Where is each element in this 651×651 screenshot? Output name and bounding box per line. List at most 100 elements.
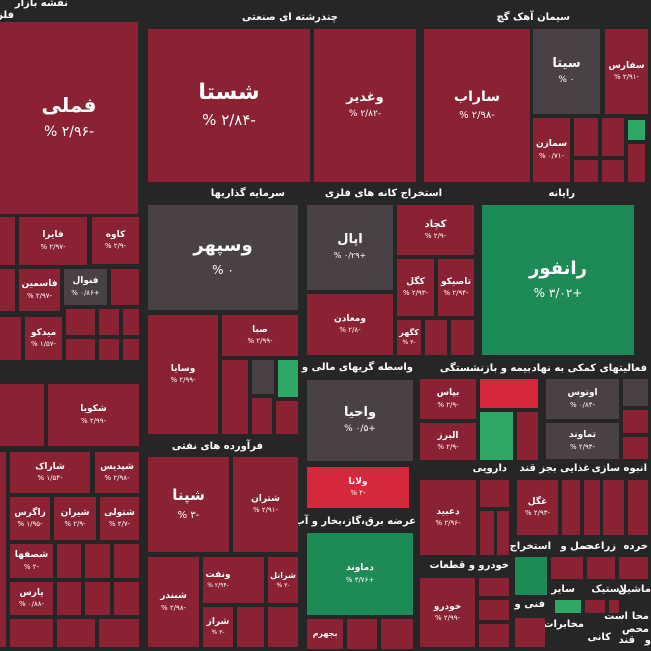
stock-tile[interactable]	[66, 309, 95, 335]
stock-tile[interactable]: صبا -۲/۹۹ %	[222, 315, 298, 356]
stock-tile[interactable]: وسپهر ۰ %	[148, 205, 298, 310]
stock-tile[interactable]	[574, 118, 598, 156]
stock-tile[interactable]	[252, 360, 274, 394]
stock-tile[interactable]	[85, 544, 110, 578]
stock-tile[interactable]: اپال +۰/۲۹ %	[307, 205, 393, 290]
stock-tile[interactable]	[85, 582, 110, 615]
stock-tile[interactable]: شپدیس -۲/۹۸ %	[95, 452, 139, 493]
stock-tile[interactable]	[123, 309, 139, 335]
stock-tile[interactable]: شرانل -۳ %	[268, 557, 298, 603]
stock-tile[interactable]	[237, 607, 264, 647]
stock-tile[interactable]	[0, 317, 21, 360]
stock-tile[interactable]	[57, 544, 81, 578]
stock-tile[interactable]: سمازن -۰/۷۱ %	[533, 118, 570, 182]
stock-tile[interactable]	[479, 578, 509, 596]
stock-tile[interactable]	[114, 582, 139, 615]
stock-tile[interactable]	[609, 600, 619, 613]
stock-tile[interactable]: ونفت -۲/۹۴ %	[203, 557, 233, 603]
stock-tile[interactable]	[99, 619, 139, 647]
stock-tile[interactable]	[585, 600, 605, 613]
stock-tile[interactable]: شستا -۲/۸۴ %	[148, 29, 310, 182]
stock-tile[interactable]	[10, 619, 53, 647]
stock-tile[interactable]: دعبید -۲/۹۶ %	[420, 480, 476, 555]
stock-tile[interactable]	[233, 557, 264, 603]
stock-tile[interactable]	[562, 480, 580, 535]
stock-tile[interactable]	[66, 339, 95, 360]
stock-tile[interactable]	[276, 401, 298, 434]
stock-tile[interactable]: البرز -۲/۹ %	[420, 423, 476, 460]
stock-tile[interactable]	[628, 120, 645, 140]
stock-tile[interactable]	[479, 600, 509, 620]
stock-tile[interactable]: کگهر -۳ %	[397, 320, 421, 355]
stock-tile[interactable]	[515, 618, 545, 647]
stock-tile[interactable]: وسایا -۲/۹۹ %	[148, 315, 218, 434]
stock-tile[interactable]	[381, 619, 413, 649]
stock-tile[interactable]	[99, 339, 119, 360]
stock-tile[interactable]	[602, 160, 624, 182]
stock-tile[interactable]	[479, 624, 509, 647]
stock-tile[interactable]: زاگرس -۱/۹۵ %	[10, 497, 50, 540]
stock-tile[interactable]: سفارس -۲/۹۱ %	[605, 29, 648, 114]
stock-tile[interactable]: بجهرم	[307, 619, 343, 649]
stock-tile[interactable]	[0, 452, 6, 647]
stock-tile[interactable]	[628, 144, 645, 182]
stock-tile[interactable]	[584, 480, 600, 535]
stock-tile[interactable]: کچاد -۲/۹ %	[397, 205, 474, 255]
stock-tile[interactable]: دماوند +۳/۷۶ %	[307, 533, 413, 615]
stock-tile[interactable]	[623, 379, 648, 406]
stock-tile[interactable]	[111, 269, 139, 305]
stock-tile[interactable]	[515, 557, 547, 595]
stock-tile[interactable]	[252, 398, 272, 434]
stock-tile[interactable]: شپنا -۳ %	[148, 457, 229, 552]
stock-tile[interactable]	[603, 480, 624, 535]
stock-tile[interactable]	[114, 544, 139, 578]
stock-tile[interactable]: وغدیر -۲/۸۲ %	[314, 29, 416, 182]
stock-tile[interactable]	[347, 619, 377, 649]
stock-tile[interactable]: تماوند -۲/۹۴ %	[546, 423, 619, 459]
stock-tile[interactable]	[555, 600, 581, 613]
stock-tile[interactable]: ساراب -۲/۹۸ %	[424, 29, 530, 182]
stock-tile[interactable]	[425, 320, 447, 355]
stock-tile[interactable]: شراز -۳ %	[203, 607, 233, 647]
stock-tile[interactable]	[57, 582, 81, 615]
stock-tile[interactable]: شصفها -۲ %	[10, 544, 53, 578]
stock-tile[interactable]: میدکو -۱/۵۷ %	[25, 317, 62, 360]
stock-tile[interactable]: ومعادن -۲/۸ %	[307, 294, 393, 355]
stock-tile[interactable]	[480, 511, 494, 555]
stock-tile[interactable]	[587, 557, 615, 579]
stock-tile[interactable]	[222, 360, 248, 434]
stock-tile[interactable]	[451, 320, 474, 355]
stock-tile[interactable]	[497, 511, 509, 555]
stock-tile[interactable]	[517, 412, 538, 460]
stock-tile[interactable]: واحیا +۰/۵ %	[307, 380, 413, 461]
stock-tile[interactable]	[123, 339, 139, 360]
stock-tile[interactable]	[0, 217, 15, 265]
stock-tile[interactable]: کگل -۲/۹۳ %	[397, 259, 434, 316]
stock-tile[interactable]	[480, 412, 513, 460]
stock-tile[interactable]: شتران -۲/۹۱ %	[233, 457, 298, 552]
stock-tile[interactable]: فملی -۲/۹۶ %	[0, 22, 138, 214]
stock-tile[interactable]: شکویا -۲/۹۹ %	[48, 384, 139, 446]
stock-tile[interactable]: سیتا ۰ %	[533, 29, 600, 114]
stock-tile[interactable]	[99, 309, 119, 335]
stock-tile[interactable]: غگل -۲/۹۳ %	[517, 480, 558, 535]
stock-tile[interactable]: خودرو -۲/۹۹ %	[420, 578, 475, 647]
stock-tile[interactable]	[480, 379, 538, 408]
stock-tile[interactable]: شبندر -۲/۹۸ %	[148, 557, 199, 647]
stock-tile[interactable]: پارس -۰/۸۸ %	[10, 582, 53, 615]
stock-tile[interactable]: رانفور +۳/۰۲ %	[482, 205, 634, 355]
stock-tile[interactable]: ولانا -۴ %	[307, 467, 409, 508]
stock-tile[interactable]	[0, 384, 44, 446]
stock-tile[interactable]	[619, 557, 648, 579]
stock-tile[interactable]	[623, 437, 648, 459]
stock-tile[interactable]	[628, 480, 648, 535]
stock-tile[interactable]: تاصیکو -۲/۹۴ %	[438, 259, 474, 316]
stock-tile[interactable]	[480, 480, 509, 507]
stock-tile[interactable]	[0, 269, 15, 311]
stock-tile[interactable]	[574, 160, 598, 182]
stock-tile[interactable]	[57, 619, 95, 647]
stock-tile[interactable]: شیران -۲/۹ %	[54, 497, 96, 540]
stock-tile[interactable]	[623, 410, 648, 433]
stock-tile[interactable]: اوتوس -۰/۸۴ %	[546, 379, 619, 419]
stock-tile[interactable]: فایرا -۲/۹۷ %	[19, 217, 87, 265]
